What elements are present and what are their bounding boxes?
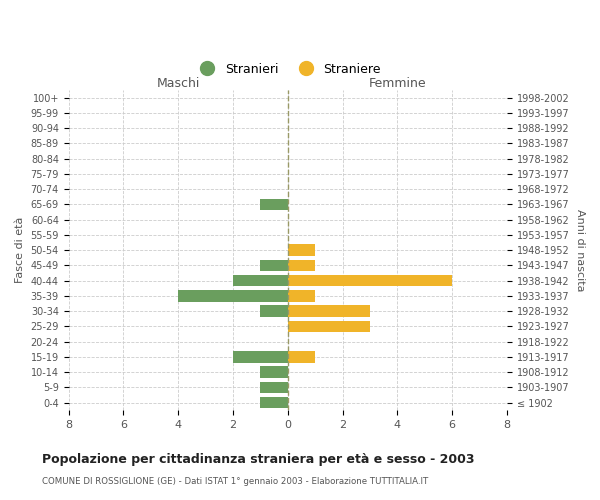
Bar <box>233 275 288 286</box>
Text: Maschi: Maschi <box>157 77 200 90</box>
Bar <box>260 366 288 378</box>
Legend: Stranieri, Straniere: Stranieri, Straniere <box>190 58 386 81</box>
Bar <box>260 260 288 271</box>
Bar <box>288 351 315 362</box>
Y-axis label: Anni di nascita: Anni di nascita <box>575 209 585 292</box>
Bar <box>288 290 315 302</box>
Text: COMUNE DI ROSSIGLIONE (GE) - Dati ISTAT 1° gennaio 2003 - Elaborazione TUTTITALI: COMUNE DI ROSSIGLIONE (GE) - Dati ISTAT … <box>42 478 428 486</box>
Bar <box>288 275 452 286</box>
Bar <box>260 382 288 393</box>
Bar <box>260 198 288 210</box>
Text: Popolazione per cittadinanza straniera per età e sesso - 2003: Popolazione per cittadinanza straniera p… <box>42 452 475 466</box>
Bar <box>288 244 315 256</box>
Y-axis label: Fasce di età: Fasce di età <box>15 217 25 284</box>
Bar <box>260 306 288 317</box>
Bar <box>288 260 315 271</box>
Bar <box>260 397 288 408</box>
Bar <box>233 351 288 362</box>
Text: Femmine: Femmine <box>368 77 426 90</box>
Bar <box>288 306 370 317</box>
Bar <box>288 320 370 332</box>
Bar <box>178 290 288 302</box>
